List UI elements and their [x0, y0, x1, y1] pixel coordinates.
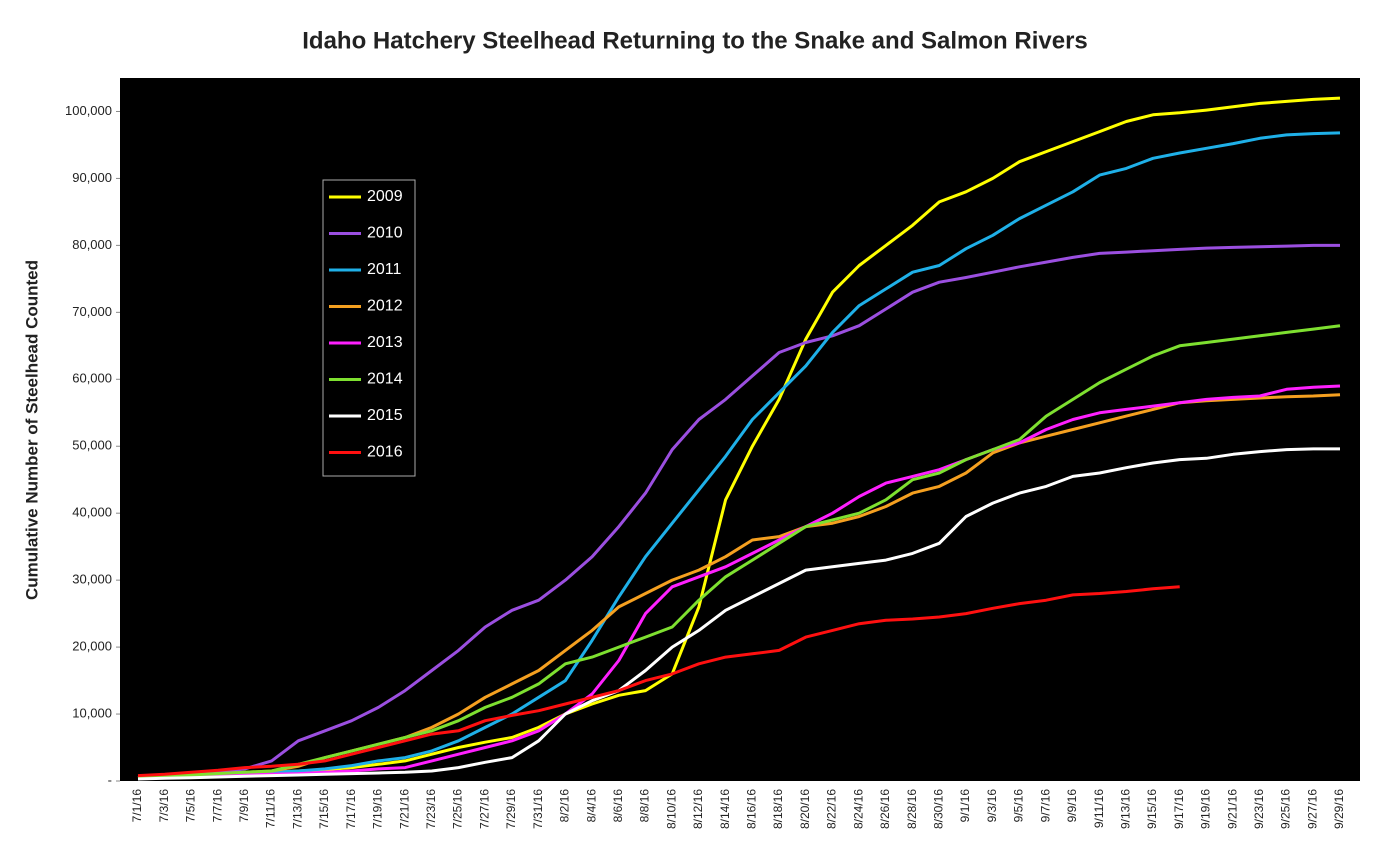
x-tick-label: 9/7/16: [1038, 789, 1052, 823]
x-tick-label: 9/21/16: [1225, 789, 1239, 829]
x-tick-label: 9/29/16: [1332, 789, 1346, 829]
y-axis-label: Cumulative Number of Steelhead Counted: [22, 260, 41, 600]
chart-title: Idaho Hatchery Steelhead Returning to th…: [302, 27, 1088, 54]
series-line: [137, 585, 1180, 778]
series-line: [137, 243, 1340, 780]
x-tick-label: 7/29/16: [504, 789, 518, 829]
x-tick-label: 7/23/16: [424, 789, 438, 829]
x-tick-label: 9/5/16: [1012, 789, 1026, 823]
legend-box: [322, 179, 416, 477]
x-tick-label: 8/6/16: [611, 789, 625, 823]
legend-label: 2016: [367, 444, 403, 461]
y-tick-label: 70,000: [72, 304, 112, 319]
legend-label: 2012: [367, 298, 403, 315]
series-line: [137, 324, 1341, 780]
y-tick-label: 90,000: [72, 170, 112, 185]
y-tick-label: 50,000: [72, 438, 112, 453]
x-tick-label: 7/17/16: [344, 789, 358, 829]
x-tick-label: 8/20/16: [798, 789, 812, 829]
x-tick-label: 8/16/16: [745, 789, 759, 829]
x-tick-label: 7/31/16: [531, 789, 545, 829]
x-tick-label: 7/9/16: [237, 789, 251, 823]
x-tick-label: 8/4/16: [584, 789, 598, 823]
x-tick-label: 7/7/16: [210, 789, 224, 823]
x-tick-label: 9/3/16: [985, 789, 999, 823]
x-tick-label: 8/14/16: [718, 789, 732, 829]
x-tick-label: 9/11/16: [1092, 789, 1106, 828]
x-tick-label: 7/5/16: [184, 789, 198, 823]
x-tick-label: 9/23/16: [1252, 789, 1266, 829]
x-tick-label: 8/18/16: [771, 789, 785, 829]
legend-label: 2013: [367, 334, 403, 351]
x-tick-label: 8/28/16: [905, 789, 919, 829]
y-tick-label: 100,000: [65, 103, 112, 118]
x-tick-label: 7/21/16: [397, 789, 411, 829]
y-tick-label: 10,000: [72, 705, 112, 720]
x-tick-label: 9/1/16: [958, 789, 972, 823]
y-tick-label: 20,000: [72, 639, 112, 654]
x-tick-label: 8/24/16: [851, 789, 865, 829]
x-tick-label: 9/27/16: [1305, 789, 1319, 829]
legend-label: 2009: [367, 188, 403, 205]
x-tick-label: 9/25/16: [1279, 789, 1293, 829]
y-tick-label: 80,000: [72, 237, 112, 252]
x-tick-label: 7/3/16: [157, 789, 171, 823]
legend-label: 2015: [367, 407, 403, 424]
y-tick-label: -: [108, 772, 112, 787]
plot-area: [120, 78, 1360, 781]
x-tick-label: 7/13/16: [290, 789, 304, 829]
x-tick-label: 7/11/16: [264, 789, 278, 828]
y-tick-label: 30,000: [72, 572, 112, 587]
x-tick-label: 8/22/16: [825, 789, 839, 829]
x-tick-label: 7/1/16: [130, 789, 144, 823]
x-tick-label: 9/19/16: [1199, 789, 1213, 829]
x-tick-label: 7/15/16: [317, 789, 331, 829]
x-tick-label: 8/30/16: [932, 789, 946, 829]
series-line: [137, 131, 1341, 780]
x-tick-label: 9/17/16: [1172, 789, 1186, 829]
x-tick-label: 8/12/16: [691, 789, 705, 829]
legend-label: 2011: [367, 261, 402, 278]
x-tick-label: 9/9/16: [1065, 789, 1079, 823]
legend-label: 2014: [367, 371, 403, 388]
x-tick-label: 9/15/16: [1145, 789, 1159, 829]
y-tick-label: 60,000: [72, 371, 112, 386]
y-tick-label: 40,000: [72, 505, 112, 520]
x-tick-label: 8/8/16: [638, 789, 652, 823]
x-tick-label: 8/2/16: [558, 789, 572, 823]
x-tick-label: 8/26/16: [878, 789, 892, 829]
x-tick-label: 7/25/16: [451, 789, 465, 829]
x-tick-label: 9/13/16: [1118, 789, 1132, 829]
legend-label: 2010: [367, 225, 403, 242]
series-line: [137, 447, 1340, 781]
series-line: [137, 384, 1341, 780]
x-tick-label: 8/10/16: [664, 789, 678, 829]
x-tick-label: 7/19/16: [371, 789, 385, 829]
x-tick-label: 7/27/16: [477, 789, 491, 829]
